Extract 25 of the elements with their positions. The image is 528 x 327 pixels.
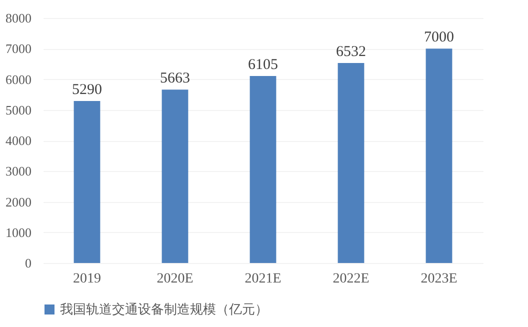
x-tick-label: 2021E bbox=[244, 272, 282, 286]
data-label: 6105 bbox=[248, 57, 278, 74]
bar bbox=[74, 100, 100, 263]
data-label: 5290 bbox=[72, 82, 102, 98]
data-label: 7000 bbox=[424, 30, 454, 46]
y-tick-label: 4000 bbox=[6, 133, 32, 148]
y-tick-label: 3000 bbox=[6, 164, 32, 179]
y-tick-label: 7000 bbox=[6, 41, 32, 56]
y-tick-label: 2000 bbox=[6, 194, 32, 210]
x-tick-label: 2023E bbox=[420, 272, 458, 286]
y-tick-label: 5000 bbox=[6, 102, 32, 118]
bar bbox=[338, 62, 364, 263]
x-tick-label: 2022E bbox=[332, 272, 370, 286]
y-tick-label: 1000 bbox=[6, 224, 32, 240]
x-tick-label: 2020E bbox=[156, 272, 194, 286]
data-label: 6532 bbox=[336, 44, 366, 60]
legend-label: 我国轨道交通设备制造规模（亿元） bbox=[60, 302, 268, 318]
data-label: 5663 bbox=[160, 70, 190, 87]
bar bbox=[426, 48, 452, 263]
bar bbox=[250, 76, 276, 263]
y-tick-label: 6000 bbox=[6, 72, 32, 87]
x-tick-label: 2019 bbox=[73, 272, 101, 286]
y-tick-label: 0 bbox=[25, 256, 32, 270]
y-tick-label: 8000 bbox=[6, 10, 32, 26]
bar bbox=[162, 90, 188, 263]
